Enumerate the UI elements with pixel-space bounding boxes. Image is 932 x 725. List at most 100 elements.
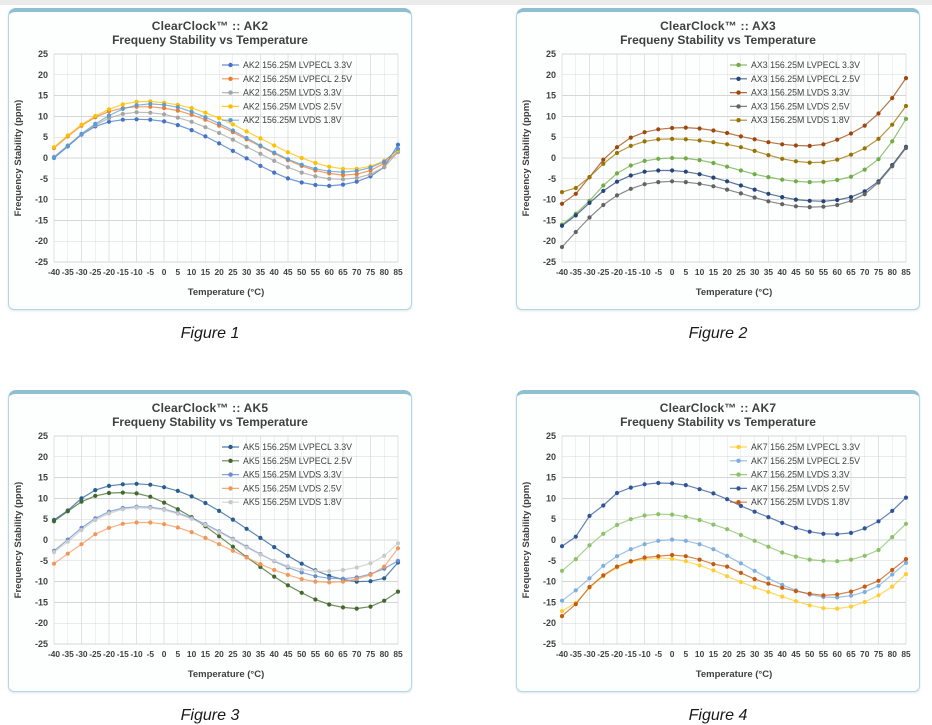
- svg-text:30: 30: [242, 649, 252, 659]
- svg-text:75: 75: [874, 649, 884, 659]
- svg-text:-10: -10: [543, 577, 556, 587]
- svg-text:AK2 156.25M LVDS 2.5V: AK2 156.25M LVDS 2.5V: [243, 101, 342, 111]
- svg-text:55: 55: [311, 649, 321, 659]
- svg-text:-15: -15: [625, 267, 637, 277]
- svg-text:75: 75: [366, 267, 376, 277]
- svg-text:0: 0: [670, 267, 675, 277]
- svg-text:-35: -35: [570, 649, 582, 659]
- svg-text:5: 5: [684, 649, 689, 659]
- svg-text:20: 20: [214, 649, 224, 659]
- svg-text:20: 20: [722, 649, 732, 659]
- svg-text:65: 65: [846, 267, 856, 277]
- svg-text:-10: -10: [543, 195, 556, 205]
- svg-text:-25: -25: [89, 267, 101, 277]
- svg-text:-5: -5: [147, 649, 155, 659]
- svg-text:70: 70: [352, 649, 362, 659]
- svg-text:80: 80: [888, 649, 898, 659]
- svg-text:-10: -10: [131, 649, 143, 659]
- svg-text:-15: -15: [117, 267, 129, 277]
- svg-text:-40: -40: [48, 649, 60, 659]
- svg-text:10: 10: [695, 267, 705, 277]
- svg-text:AX3 156.25M LVDS 1.8V: AX3 156.25M LVDS 1.8V: [751, 115, 850, 125]
- svg-text:-10: -10: [639, 649, 651, 659]
- svg-text:AX3 156.25M LVDS 2.5V: AX3 156.25M LVDS 2.5V: [751, 101, 850, 111]
- chart-card-ak2: ClearClock™ :: AK2 Frequeny Stability vs…: [8, 8, 412, 310]
- chart-title-ax3: ClearClock™ :: AX3: [660, 19, 776, 33]
- svg-text:70: 70: [352, 267, 362, 277]
- svg-text:35: 35: [764, 267, 774, 277]
- svg-text:45: 45: [791, 649, 801, 659]
- svg-text:25: 25: [546, 431, 556, 441]
- svg-text:10: 10: [187, 267, 197, 277]
- svg-text:10: 10: [695, 649, 705, 659]
- svg-text:AK2 156.25M LVDS 3.3V: AK2 156.25M LVDS 3.3V: [243, 88, 342, 98]
- chart-title-ak5: ClearClock™ :: AK5: [151, 401, 269, 415]
- svg-text:Frequency Stability (ppm): Frequency Stability (ppm): [521, 482, 532, 599]
- svg-text:20: 20: [722, 267, 732, 277]
- svg-text:5: 5: [551, 514, 556, 524]
- svg-text:20: 20: [214, 267, 224, 277]
- svg-text:-30: -30: [75, 267, 87, 277]
- svg-text:-15: -15: [625, 649, 637, 659]
- svg-text:AK7 156.25M LVPECL 2.5V: AK7 156.25M LVPECL 2.5V: [751, 456, 860, 466]
- figure-caption-1: Figure 1: [180, 325, 240, 342]
- svg-text:-40: -40: [556, 649, 568, 659]
- svg-text:70: 70: [860, 267, 870, 277]
- figure-3: ClearClock™ :: AK5 Frequeny Stability vs…: [8, 390, 412, 725]
- svg-text:-40: -40: [48, 267, 60, 277]
- svg-text:-5: -5: [548, 556, 556, 566]
- chart-card-ax3: ClearClock™ :: AX3 Frequeny Stability vs…: [516, 8, 920, 310]
- svg-text:0: 0: [551, 153, 556, 163]
- svg-text:30: 30: [750, 267, 760, 277]
- svg-text:0: 0: [670, 649, 675, 659]
- svg-text:AX3 156.25M LVPECL 2.5V: AX3 156.25M LVPECL 2.5V: [751, 74, 860, 84]
- svg-text:-5: -5: [147, 267, 155, 277]
- svg-text:45: 45: [283, 267, 293, 277]
- svg-text:-10: -10: [35, 577, 48, 587]
- svg-text:Frequency Stability (ppm): Frequency Stability (ppm): [521, 100, 532, 217]
- svg-text:80: 80: [380, 649, 390, 659]
- svg-text:25: 25: [38, 431, 48, 441]
- svg-text:10: 10: [546, 493, 556, 503]
- svg-text:20: 20: [546, 452, 556, 462]
- chart-card-ak7: ClearClock™ :: AK7 Frequeny Stability vs…: [516, 390, 920, 692]
- svg-text:5: 5: [43, 514, 48, 524]
- figure-1: ClearClock™ :: AK2 Frequeny Stability vs…: [8, 8, 412, 343]
- svg-text:AK5 156.25M LVPECL 2.5V: AK5 156.25M LVPECL 2.5V: [243, 456, 352, 466]
- svg-text:-15: -15: [35, 215, 48, 225]
- svg-text:15: 15: [709, 267, 719, 277]
- svg-text:-15: -15: [35, 597, 48, 607]
- chart-title-ak7: ClearClock™ :: AK7: [659, 401, 777, 415]
- svg-text:20: 20: [38, 70, 48, 80]
- svg-text:-5: -5: [655, 267, 663, 277]
- svg-text:60: 60: [325, 267, 335, 277]
- svg-text:20: 20: [38, 452, 48, 462]
- svg-text:-30: -30: [583, 267, 595, 277]
- svg-text:50: 50: [297, 649, 307, 659]
- svg-text:AK5 156.25M LVDS 3.3V: AK5 156.25M LVDS 3.3V: [243, 470, 342, 480]
- svg-text:-25: -25: [35, 257, 48, 267]
- svg-text:-20: -20: [611, 267, 623, 277]
- svg-text:-35: -35: [570, 267, 582, 277]
- svg-text:-10: -10: [639, 267, 651, 277]
- svg-text:10: 10: [38, 493, 48, 503]
- svg-text:40: 40: [777, 267, 787, 277]
- svg-text:-35: -35: [62, 649, 74, 659]
- svg-text:5: 5: [176, 649, 181, 659]
- svg-text:AK7 156.25M LVDS 1.8V: AK7 156.25M LVDS 1.8V: [751, 497, 850, 507]
- svg-text:Temperature (°C): Temperature (°C): [188, 287, 264, 298]
- svg-text:-5: -5: [40, 174, 48, 184]
- svg-text:-20: -20: [611, 649, 623, 659]
- svg-text:-15: -15: [543, 215, 556, 225]
- svg-text:-10: -10: [131, 267, 143, 277]
- svg-text:25: 25: [228, 267, 238, 277]
- svg-text:25: 25: [546, 49, 556, 59]
- svg-text:35: 35: [256, 649, 266, 659]
- chart-card-ak5: ClearClock™ :: AK5 Frequeny Stability vs…: [8, 390, 412, 692]
- svg-text:-5: -5: [655, 649, 663, 659]
- figure-4: ClearClock™ :: AK7 Frequeny Stability vs…: [516, 390, 920, 725]
- chart-subtitle-ak5: Frequeny Stability vs Temperature: [112, 415, 308, 429]
- svg-text:60: 60: [325, 649, 335, 659]
